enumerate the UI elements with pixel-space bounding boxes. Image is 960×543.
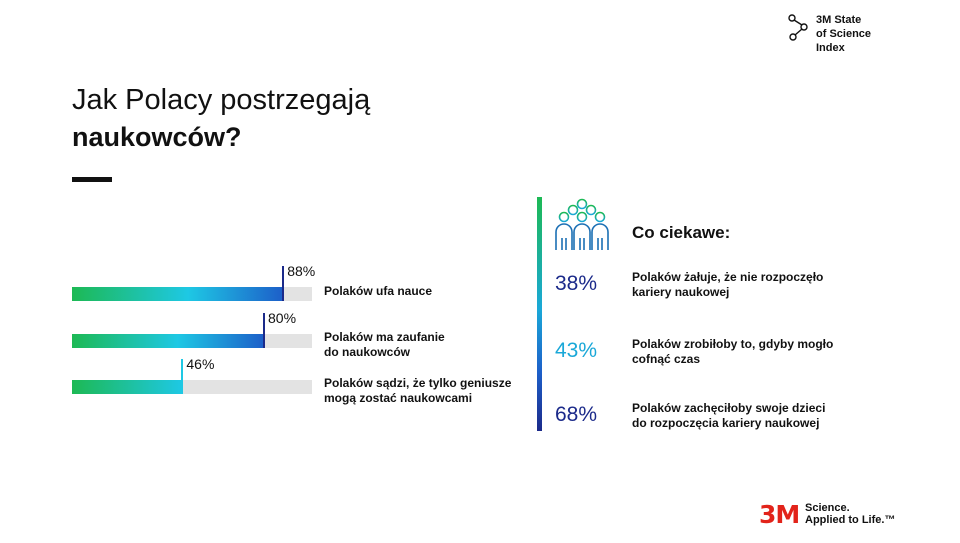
- bar-fill: [72, 287, 284, 301]
- stat-value: 68%: [555, 403, 598, 426]
- stat-value: 43%: [555, 339, 598, 362]
- brand-tagline: Science. Applied to Life.™: [805, 502, 896, 526]
- bar-value-label: 88%: [287, 263, 316, 279]
- bar-value-label: 80%: [268, 310, 297, 326]
- stat-label: Polaków żałuje, że nie rozpoczęło karier…: [632, 270, 824, 299]
- stat-label: Polaków zrobiłoby to, gdyby mogło cofnąć…: [632, 337, 834, 366]
- bar-fill: [72, 334, 264, 348]
- title-underline: [72, 177, 112, 182]
- bar-fill: [72, 380, 183, 394]
- index-badge-text: 3M State of Science Index: [816, 14, 872, 54]
- bar-track: [72, 380, 312, 394]
- people-group-icon: [555, 198, 609, 250]
- bar-value-label: 46%: [186, 356, 215, 372]
- brand-logo: 3M: [759, 500, 800, 529]
- page-title-line-1: Jak Polacy postrzegają: [72, 84, 371, 116]
- stat-value: 38%: [555, 272, 598, 295]
- bar-category-label: Polaków ufa nauce: [324, 284, 433, 298]
- bar-category-label: Polaków ma zaufanie do naukowców: [324, 330, 445, 359]
- stat-label: Polaków zachęciłoby swoje dzieci do rozp…: [632, 401, 826, 430]
- page-title-line-2: naukowców?: [72, 122, 242, 152]
- molecule-icon: [788, 14, 808, 41]
- panel-title: Co ciekawe:: [632, 223, 731, 242]
- bar-track: [72, 334, 312, 348]
- panel-accent-bar: [537, 197, 542, 431]
- bar-track: [72, 287, 312, 301]
- bar-value-marker: [181, 359, 184, 394]
- bar-category-label: Polaków sądzi, że tylko geniusze mogą zo…: [324, 376, 512, 405]
- bar-value-marker: [263, 313, 265, 348]
- bar-value-marker: [282, 266, 285, 301]
